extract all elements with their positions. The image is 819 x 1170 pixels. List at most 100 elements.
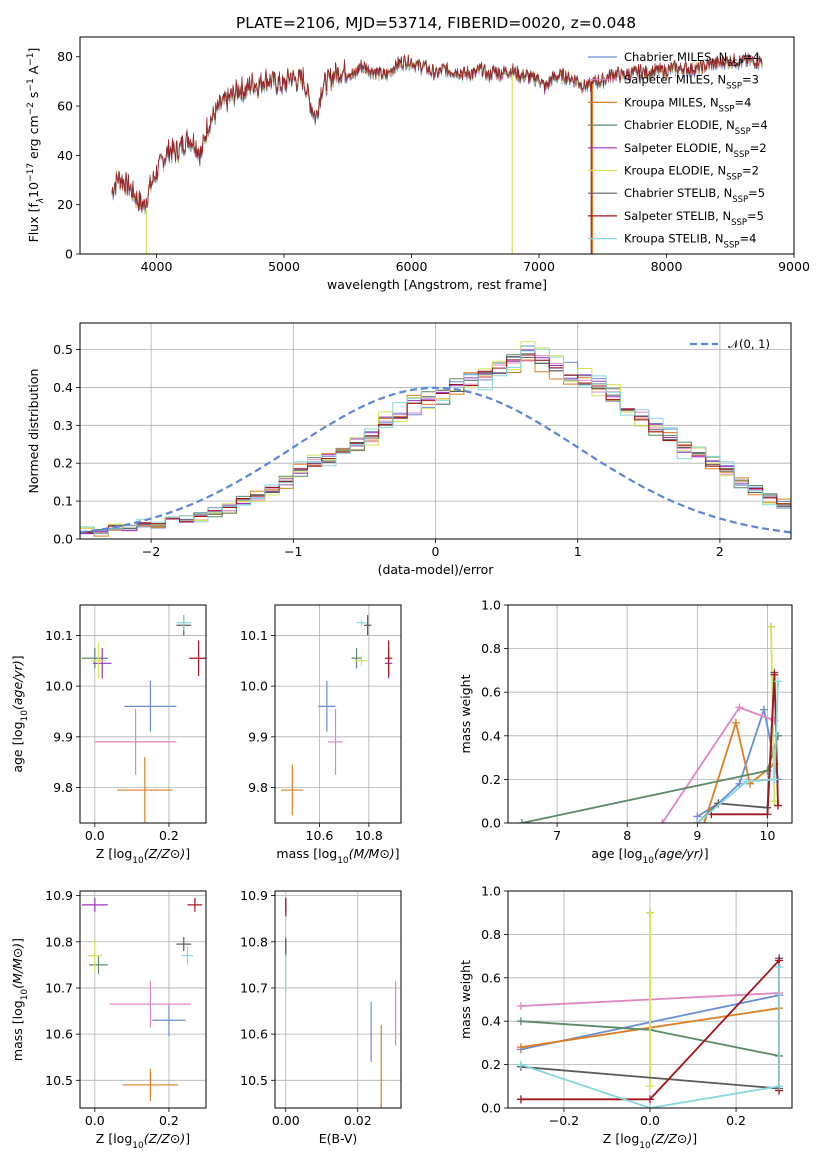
x-tick-label: 10 <box>760 828 776 843</box>
y-tick-label: 0.3 <box>53 418 73 433</box>
legend-sub: SSP <box>726 82 742 92</box>
y-axis-label: mass weight <box>458 960 473 1039</box>
x-axis-label: age [log10(age/yr)] <box>591 846 708 866</box>
legend-label: Salpeter STELIB, NSSP=5 <box>624 209 764 228</box>
mass-weight-marker <box>770 775 779 784</box>
y-tick-label: 80 <box>57 49 73 64</box>
mass-weight-line <box>696 706 779 818</box>
y-tick-label: 0.0 <box>481 816 501 831</box>
legend-label: Salpeter ELODIE, NSSP=2 <box>624 141 767 160</box>
x-tick-label: 6000 <box>396 259 428 274</box>
y-tick-label: 10.0 <box>240 679 268 694</box>
y-tick-label: 10.9 <box>240 888 268 903</box>
mass-weight-marker <box>731 718 740 727</box>
y-tick-label: 0.4 <box>481 1014 501 1029</box>
y-tick-label: 10.7 <box>240 980 268 995</box>
y-tick-label: 10.6 <box>45 1027 73 1042</box>
legend-value: =2 <box>750 141 767 155</box>
mass-weight-marker <box>646 1095 654 1104</box>
legend-sub: SSP <box>734 150 750 160</box>
mass-weight-marker <box>693 819 702 823</box>
y-label-part: λ <box>36 198 46 204</box>
y-label-part: erg cm <box>26 115 41 163</box>
y-tick-label: 0 <box>65 247 73 262</box>
legend-value: =3 <box>742 73 759 87</box>
mass-weight-marker <box>766 622 775 631</box>
x-axis-label-arg: (Z/Z⊙) <box>651 1131 693 1146</box>
mass-weight-marker <box>646 908 654 917</box>
mass-weight-line <box>696 681 779 823</box>
histogram-step <box>80 349 791 534</box>
mass-weight-marker <box>516 1095 525 1104</box>
mass-weight-marker <box>775 962 784 971</box>
y-tick-label: 10.0 <box>45 679 73 694</box>
x-axis-label: (data-model)/error <box>378 562 495 577</box>
y-axis-label-arg: (M/M⊙) <box>10 943 25 989</box>
y-tick-label: 40 <box>57 148 73 163</box>
y-tick-label: 10.7 <box>45 980 73 995</box>
y-label-part: s <box>26 92 41 103</box>
y-tick-label: 0.6 <box>481 685 501 700</box>
x-tick-label: 5000 <box>268 259 300 274</box>
x-tick-label: 0.02 <box>344 1113 372 1128</box>
x-tick-label: 10.6 <box>306 828 334 843</box>
axes-frame <box>79 36 795 255</box>
mass-weight-marker <box>775 1082 784 1091</box>
plot-area <box>285 897 397 1108</box>
y-axis-label-arg: (age/yr) <box>10 660 25 710</box>
y-axis-label-prefix: mass [log <box>10 1000 25 1061</box>
y-tick-label: 1.0 <box>481 884 501 899</box>
axes-frame <box>79 890 207 1109</box>
y-axis-label-sub: 10 <box>20 710 30 722</box>
y-tick-label: 10.9 <box>45 888 73 903</box>
mass-weight-marker <box>646 1082 654 1091</box>
x-axis-label-arg: (Z/Z⊙) <box>144 1131 186 1146</box>
mass-weight-marker <box>516 1002 525 1011</box>
y-label-part: Flux [f <box>26 203 41 243</box>
y-axis-label: mass weight <box>458 674 473 753</box>
x-tick-label: 0.2 <box>159 828 179 843</box>
x-tick-label: 0 <box>432 544 440 559</box>
y-label-part: −1 <box>26 53 36 66</box>
chart-mass-vs-z: 0.0 0.210.510.610.710.810.9Z [log10(Z/Z⊙)… <box>10 888 207 1151</box>
legend-sub: SSP <box>724 241 740 251</box>
legend-value: =5 <box>747 209 764 223</box>
mass-weight-marker <box>773 801 782 810</box>
normal-curve <box>80 386 791 534</box>
mass-weight-marker <box>735 703 744 712</box>
mass-weight-marker <box>516 1017 525 1026</box>
y-axis-label-sub: 10 <box>20 989 30 1001</box>
chart-mass-vs-ebv: 0.00 0.02 10.5 10.6 10.7 10.8 10.9 E(B-V) <box>240 888 402 1146</box>
legend-value: =4 <box>739 232 756 246</box>
y-tick-label: 9.8 <box>53 780 73 795</box>
y-tick-label: 10.5 <box>240 1073 268 1088</box>
x-axis-label-suffix: ] <box>704 846 709 861</box>
y-tick-label: 10.8 <box>240 934 268 949</box>
x-tick-label: 0.0 <box>640 1113 660 1128</box>
y-tick-label: 0.2 <box>481 772 501 787</box>
plot-area <box>80 341 791 537</box>
x-axis-label-sub: 10 <box>337 856 349 866</box>
mass-weight-marker <box>763 810 772 819</box>
x-tick-label: 0.0 <box>85 1113 105 1128</box>
x-axis-label: Z [log10(Z/Z⊙)] <box>96 846 190 866</box>
x-axis-label: wavelength [Angstrom, rest frame] <box>327 277 547 292</box>
x-axis-label-prefix: mass [log <box>276 846 337 861</box>
y-tick-label: 10.5 <box>45 1073 73 1088</box>
plot-area <box>81 897 203 1102</box>
mass-weight-line <box>711 674 779 816</box>
legend-value: =2 <box>742 164 759 178</box>
legend-label: Chabrier STELIB, NSSP=5 <box>624 186 765 205</box>
mass-weight-line <box>696 672 776 823</box>
x-tick-label: 0.0 <box>85 828 105 843</box>
chart-age-vs-mass: 10.6 10.8 9.8 9.9 10.0 10.1 mass [log10(M/M⊙)] <box>240 604 402 866</box>
legend-sub: SSP <box>731 218 747 228</box>
mass-weight-marker <box>646 1104 654 1108</box>
legend-sub: SSP <box>735 127 751 137</box>
mass-weight-marker <box>742 777 751 786</box>
x-tick-label: 2 <box>716 544 724 559</box>
axes-frame <box>79 604 207 824</box>
mass-weight-marker <box>658 819 667 823</box>
y-tick-label: 0.8 <box>481 927 501 942</box>
